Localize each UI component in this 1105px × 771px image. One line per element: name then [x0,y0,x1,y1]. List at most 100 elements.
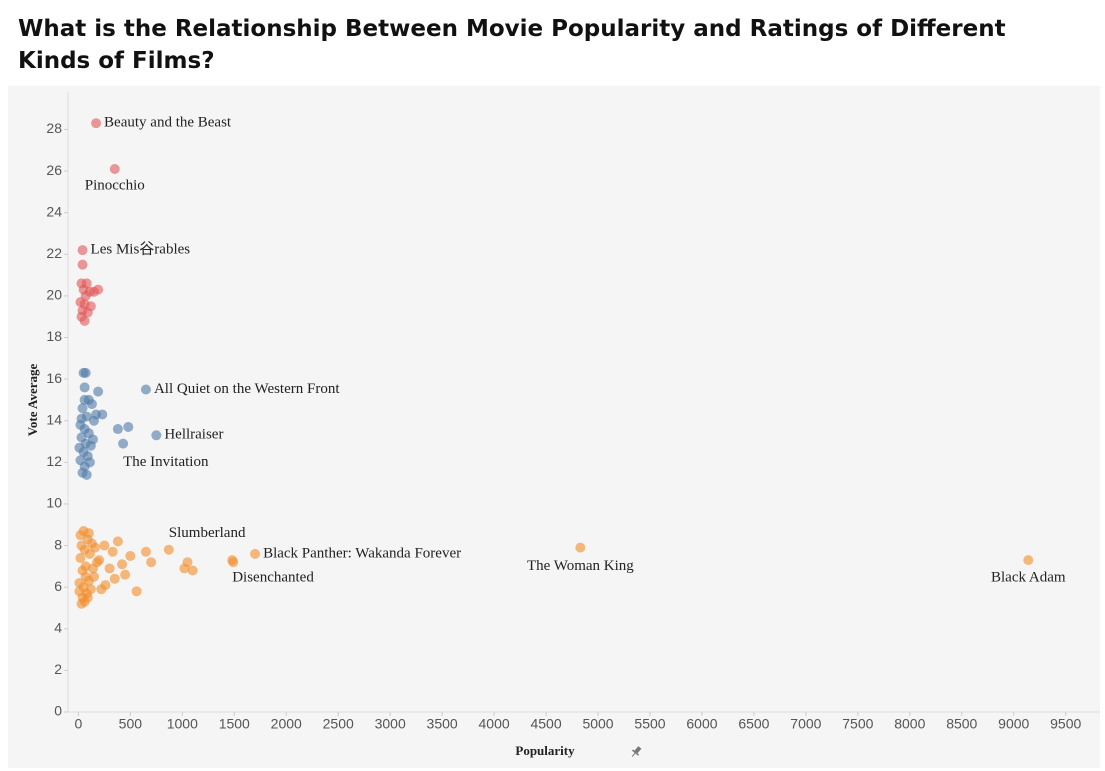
x-tick-label: 1000 [167,716,198,732]
point [81,469,92,480]
point [146,557,157,568]
x-tick-label: 7500 [842,716,873,732]
x-tick-label: 5500 [634,716,665,732]
point [80,290,91,301]
point [140,384,151,395]
point [75,553,86,564]
point [79,394,90,405]
x-tick-label: 8000 [894,716,925,732]
y-tick-label: 22 [46,245,62,261]
x-tick-label: 2000 [271,716,302,732]
y-tick-label: 4 [54,619,62,635]
point [87,434,98,445]
x-tick-label: 500 [119,716,143,732]
point [151,430,162,441]
y-tick-label: 12 [46,453,62,469]
point [1023,555,1034,566]
point [123,421,134,432]
point [109,573,120,584]
x-tick-label: 3500 [427,716,458,732]
series [74,525,1034,609]
point [112,536,123,547]
point-label: Slumberland [169,525,246,541]
point [250,548,261,559]
point [107,546,118,557]
point [79,382,90,393]
point [109,163,120,174]
point [96,584,107,595]
point [84,457,95,468]
point [77,403,88,414]
x-tick-label: 0 [74,716,82,732]
point-label: The Woman King [527,558,634,574]
point [179,563,190,574]
point-label: The Invitation [123,454,209,470]
point [86,399,97,410]
point [80,367,91,378]
point-label: Black Panther: Wakanda Forever [263,545,461,561]
point [99,540,110,551]
point-label: Les Mis谷rables [91,241,191,258]
x-tick-label: 6000 [686,716,717,732]
point [76,413,87,424]
x-tick-label: 8500 [946,716,977,732]
point [90,542,101,553]
x-tick-label: 4000 [479,716,510,732]
x-tick-label: 4500 [530,716,561,732]
point [120,569,131,580]
x-tick-label: 9000 [998,716,1029,732]
point-label: Black Adam [991,570,1066,586]
series [75,118,120,326]
chart-title-line1: What is the Relationship Between Movie P… [18,16,1006,42]
point [118,438,129,449]
x-axis-title: Popularity [515,743,575,758]
point [93,386,104,397]
point [77,592,88,603]
y-tick-label: 26 [46,162,62,178]
point [82,534,93,545]
point-label: Hellraiser [164,427,223,443]
point [75,530,86,541]
point [91,118,102,129]
point [79,315,90,326]
y-tick-label: 10 [46,495,62,511]
y-tick-label: 14 [46,411,62,427]
y-tick-label: 16 [46,370,62,386]
point-label: Disenchanted [232,570,314,586]
x-tick-label: 9500 [1050,716,1081,732]
x-tick-label: 5000 [582,716,613,732]
point-label: All Quiet on the Western Front [154,381,340,397]
chart-title-line2: Kinds of Films? [18,48,215,74]
y-tick-label: 18 [46,328,62,344]
point [163,544,174,555]
point [79,544,90,555]
y-axis-title: Vote Average [25,363,40,436]
series [74,367,162,480]
point [77,245,88,256]
y-tick-label: 0 [54,703,62,719]
point [575,542,586,553]
point [74,442,85,453]
y-tick-label: 24 [46,203,62,219]
x-tick-label: 2500 [323,716,354,732]
point [104,563,115,574]
x-tick-label: 1500 [219,716,250,732]
point [117,559,128,570]
y-tick-label: 20 [46,287,62,303]
point [187,565,198,576]
x-tick-label: 6500 [738,716,769,732]
point-label: Beauty and the Beast [104,115,232,131]
point [112,424,123,435]
y-tick-label: 28 [46,120,62,136]
x-tick-label: 7000 [790,716,821,732]
point [88,286,99,297]
point-label: Pinocchio [85,177,145,193]
pin-icon [631,746,642,757]
point [140,546,151,557]
point [80,571,91,582]
y-tick-label: 2 [54,661,62,677]
x-tick-label: 3000 [375,716,406,732]
